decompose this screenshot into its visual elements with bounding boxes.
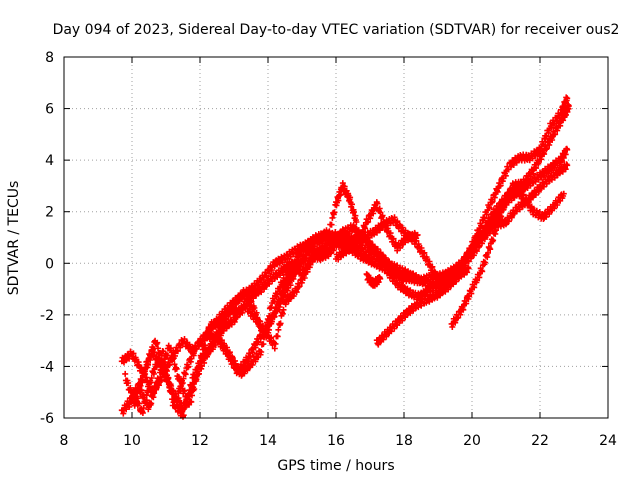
y-tick-label: 6 xyxy=(45,102,54,118)
x-tick-label: 12 xyxy=(191,433,209,449)
data-series xyxy=(118,94,572,420)
y-tick-label: 8 xyxy=(45,50,54,66)
series-markers xyxy=(448,101,572,330)
y-tick-label: 2 xyxy=(45,205,54,221)
y-tick-label: 4 xyxy=(45,153,54,169)
y-tick-label: -2 xyxy=(40,308,54,324)
y-axis-label: SDTVAR / TECUs xyxy=(6,181,22,296)
series-markers xyxy=(129,180,360,420)
series-markers xyxy=(333,199,421,263)
x-tick-label: 18 xyxy=(395,433,413,449)
x-tick-label: 24 xyxy=(599,433,617,449)
series-track-6 xyxy=(217,222,418,379)
series-track-10 xyxy=(448,101,572,330)
x-axis-label: GPS time / hours xyxy=(277,458,394,474)
x-tick-label: 10 xyxy=(123,433,141,449)
x-tick-label: 16 xyxy=(327,433,345,449)
x-tick-label: 22 xyxy=(531,433,549,449)
y-tick-label: 0 xyxy=(45,256,54,272)
series-markers xyxy=(217,222,418,379)
x-tick-label: 20 xyxy=(463,433,481,449)
chart-title: Day 094 of 2023, Sidereal Day-to-day VTE… xyxy=(53,22,620,38)
series-markers xyxy=(373,264,472,348)
series-track-5 xyxy=(129,180,360,420)
series-track-8 xyxy=(363,271,384,289)
plot-frame xyxy=(63,56,609,419)
y-tick-label: -4 xyxy=(40,359,54,375)
series-markers xyxy=(363,271,384,289)
x-tick-label: 14 xyxy=(259,433,277,449)
y-tick-label: -6 xyxy=(40,411,54,427)
x-tick-label: 8 xyxy=(60,433,69,449)
series-track-7 xyxy=(333,199,421,263)
series-track-9 xyxy=(373,264,472,348)
